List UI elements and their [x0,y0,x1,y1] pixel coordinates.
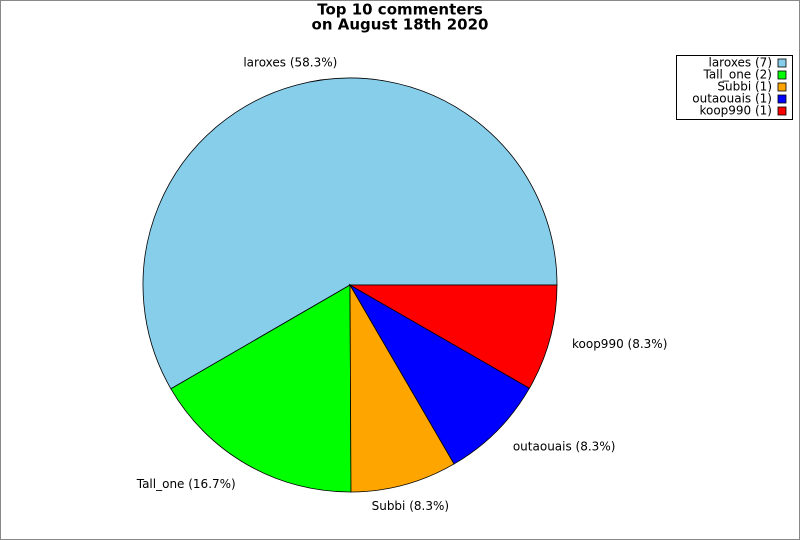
legend-box [676,55,793,120]
slice-label: Subbi (8.3%) [372,499,449,513]
chart-title: Top 10 commenters [317,1,483,19]
slice-label: outaouais (8.3%) [513,440,616,454]
legend-swatch [777,70,787,80]
legend-label: laroxes (7) [708,56,772,70]
pie-slice [349,283,455,493]
legend-swatch [777,106,787,116]
legend-label: koop990 (1) [699,104,772,118]
legend-label: Subbi (1) [717,80,772,94]
slice-label: Tall_one (16.7%) [136,477,236,491]
legend-swatch [777,82,787,92]
slice-label: laroxes (58.3%) [243,56,337,70]
chart-title: on August 18th 2020 [312,16,489,34]
pie-slice [170,284,352,493]
legend-label: outaouais (1) [692,92,772,106]
slice-label: koop990 (8.3%) [572,337,667,351]
legend-label: Tall_one (2) [702,68,772,82]
legend-swatch [777,58,787,68]
pie-slice [348,284,558,389]
pie-slice [142,77,558,390]
legend-swatch [777,94,787,104]
pie-slice [348,283,530,465]
